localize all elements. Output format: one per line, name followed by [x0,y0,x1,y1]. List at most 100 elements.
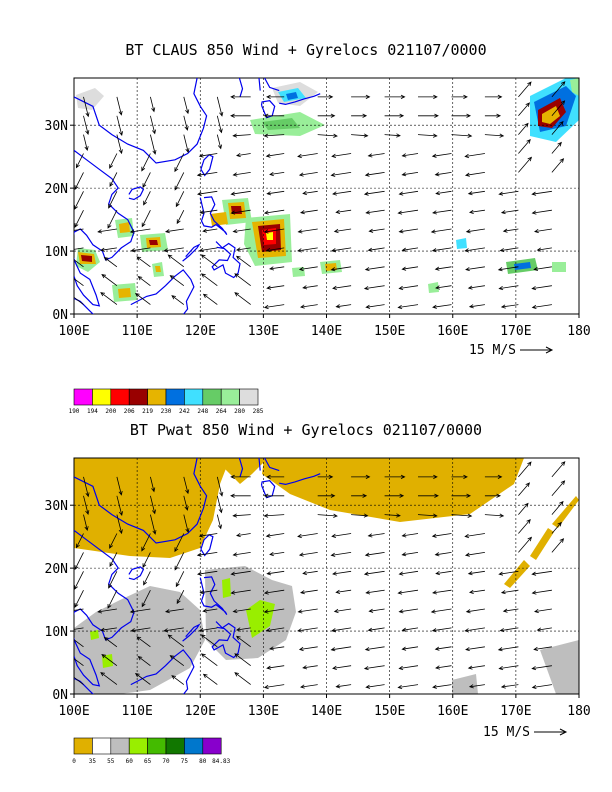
x-tick-label: 150E [374,704,405,719]
wind-arrow [297,247,318,253]
wind-arrow [398,608,419,614]
wind-arrow [500,684,519,689]
wind-arrow [232,228,251,234]
wind-arrow [183,134,190,154]
wind-arrow [265,627,285,633]
colorbar-label: 84.83 [212,758,230,765]
top-vector-reference-label: 15 M/S [469,343,516,358]
coastline [74,458,208,544]
wind-arrow [451,133,473,138]
wind-arrow [263,133,285,138]
coastline [74,78,208,164]
wind-arrow [232,513,251,518]
wind-arrow [199,209,218,215]
wind-arrow [230,113,251,118]
wind-arrow [484,493,502,498]
wind-arrow [216,96,224,117]
cloud-patch [118,288,131,298]
colorbar-label: 194 [87,408,98,415]
bottom-coastlines [74,458,321,694]
wind-arrow [531,304,552,309]
wind-arrow [531,209,552,215]
wind-arrow [202,228,218,233]
wind-arrow [468,209,485,214]
wind-arrow [216,134,222,150]
wind-arrow [467,665,485,670]
cloud-patch [266,232,273,240]
colorbar-swatch [110,737,130,755]
wind-arrow [174,552,185,571]
wind-arrow [551,158,565,173]
wind-arrow [164,608,184,614]
cloud-patch [119,222,130,233]
wind-arrow [175,191,185,208]
wind-arrow [430,228,452,234]
wind-arrow [266,665,285,670]
wind-arrow [398,665,419,671]
wind-arrow [74,247,84,250]
wind-arrow [230,474,251,479]
wind-arrow [465,608,485,614]
colorbar-label: 264 [216,408,227,415]
x-tick-label: 170E [500,324,531,339]
colorbar-label: 206 [124,408,135,415]
wind-arrow [418,94,438,99]
wind-arrow [150,476,156,493]
coastline [264,78,280,92]
wind-arrow [202,608,218,613]
wind-arrow [401,533,419,538]
wind-arrow [263,608,285,614]
x-tick-label: 130E [248,704,279,719]
wind-arrow [216,514,222,530]
wind-arrow [300,304,318,309]
wind-arrow [99,627,117,632]
wind-arrow [531,589,552,595]
wind-arrow [330,552,352,557]
wind-arrow [465,266,485,272]
wind-arrow [434,266,452,271]
wind-arrow [176,210,185,225]
x-tick-label: 140E [311,704,342,719]
wind-arrow [464,627,485,633]
wind-arrow [551,538,565,553]
wind-arrow [401,646,419,651]
wind-arrow [100,292,118,305]
wind-arrow [263,589,285,595]
wind-arrow [317,133,338,138]
colorbar-label: 285 [253,408,264,415]
wind-arrow [136,636,151,648]
wind-arrow [263,228,285,234]
wind-arrow [109,552,118,568]
wind-arrow [484,513,505,518]
colorbar-label: 65 [144,758,152,765]
wind-arrow [434,552,452,557]
wind-arrow [74,658,84,667]
coastline [199,576,228,616]
wind-arrow [331,153,352,158]
wind-arrow [351,133,369,138]
wind-arrow [109,533,118,549]
wind-arrow [531,665,552,671]
wind-arrow [302,665,318,670]
bottom-vector-reference-label: 15 M/S [483,725,530,740]
wind-arrow [169,655,185,667]
wind-arrow [484,113,502,118]
colorbar-label: 200 [105,408,116,415]
wind-arrow [365,684,385,689]
wind-arrow [364,266,385,272]
wind-arrow [183,476,190,495]
colorbar-label: 70 [162,758,170,765]
wind-arrow [200,653,218,667]
wind-arrow [130,627,151,633]
pwat-patch [74,586,205,694]
coastline [130,269,195,314]
wind-arrow [365,209,385,215]
wind-arrow [401,627,419,632]
wind-arrow [451,113,472,118]
wind-arrow [137,276,151,287]
wind-arrow [83,96,90,118]
wind-arrow [302,285,318,290]
wind-arrow [74,172,84,191]
wind-arrow [302,190,318,196]
